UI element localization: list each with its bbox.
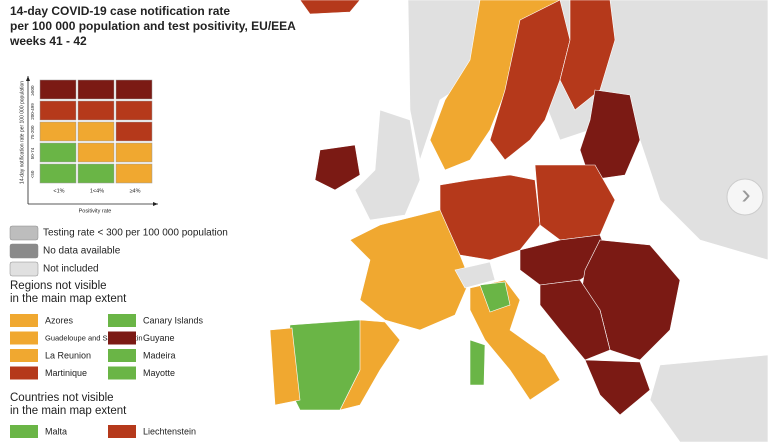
arrow-head-y xyxy=(26,76,30,81)
switzerland xyxy=(454,261,496,289)
region-swatch xyxy=(108,314,136,327)
north-italy xyxy=(479,281,511,313)
region-swatch xyxy=(10,366,38,380)
region-label: Martinique xyxy=(45,368,87,378)
matrix-cell xyxy=(115,142,153,163)
title-line: per 100 000 population and test positivi… xyxy=(10,19,296,33)
next-button-bg[interactable] xyxy=(726,178,764,216)
region-label: La Reunion xyxy=(45,350,91,360)
region-label: Mayotte xyxy=(143,368,175,378)
country-swatch xyxy=(108,425,136,438)
iceland xyxy=(299,0,361,15)
next-button[interactable]: › xyxy=(726,178,764,216)
region-swatch xyxy=(108,366,136,380)
legend: Testing rate < 300 per 100 000 populatio… xyxy=(9,225,228,438)
legend-swatch xyxy=(9,261,39,277)
matrix-cell xyxy=(77,121,115,142)
matrix-col-label: <1% xyxy=(53,188,64,194)
matrix-cell xyxy=(39,142,77,163)
countries-heading: Countries not visible xyxy=(10,392,114,404)
matrix-col-label: 1<4% xyxy=(90,188,104,194)
region-swatch xyxy=(108,349,136,362)
matrix-row-label: 75-200 xyxy=(30,125,35,140)
uk xyxy=(354,109,421,221)
matrix-row-label: <50 xyxy=(30,170,35,178)
matrix-cell xyxy=(77,163,115,184)
next-icon[interactable]: › xyxy=(741,178,750,209)
legend-swatch xyxy=(9,225,39,241)
matrix-x-label: Positivity rate xyxy=(79,208,112,214)
country-swatch xyxy=(10,425,38,438)
matrix-cell xyxy=(39,163,77,184)
legend-label: No data available xyxy=(43,246,121,257)
baltics xyxy=(579,89,641,181)
region-label: Guadeloupe and Saint Martin xyxy=(45,333,143,342)
matrix-row-label: ≥500 xyxy=(30,85,35,95)
matrix-cell xyxy=(39,79,77,100)
map xyxy=(269,0,768,442)
turkey xyxy=(649,354,768,442)
countries-heading: in the main map extent xyxy=(10,405,127,417)
country-label: Malta xyxy=(45,426,67,436)
region-label: Madeira xyxy=(143,350,176,360)
region-swatch xyxy=(10,314,38,327)
legend-label: Testing rate < 300 per 100 000 populatio… xyxy=(43,228,228,239)
legend-swatch xyxy=(9,243,39,259)
title-line: 14-day COVID-19 case notification rate xyxy=(10,4,230,18)
regions-heading: Regions not visible xyxy=(10,280,107,292)
finland xyxy=(559,0,616,111)
france xyxy=(349,209,471,331)
legend-label: Not included xyxy=(43,264,99,275)
region-label: Canary Islands xyxy=(143,315,204,325)
matrix-cell xyxy=(115,121,153,142)
matrix-cell xyxy=(115,79,153,100)
regions-heading: in the main map extent xyxy=(10,293,127,305)
spain-east xyxy=(339,319,401,411)
balkans xyxy=(539,279,611,361)
matrix-col-label: ≥4% xyxy=(130,188,141,194)
title-line: weeks 41 - 42 xyxy=(9,34,87,48)
ireland xyxy=(314,144,361,191)
matrix: 14-day notification rate per 100 000 pop… xyxy=(19,76,158,214)
matrix-cell xyxy=(115,163,153,184)
arrow-head-x xyxy=(153,202,158,206)
matrix-cell xyxy=(39,100,77,121)
region-label: Azores xyxy=(45,315,74,325)
region-swatch xyxy=(10,331,38,345)
portugal xyxy=(269,327,301,406)
region-swatch xyxy=(108,331,136,345)
matrix-cell xyxy=(115,100,153,121)
matrix-cell xyxy=(39,121,77,142)
greece xyxy=(584,359,651,416)
sweden xyxy=(489,0,571,161)
matrix-row-label: 50-74 xyxy=(30,147,35,159)
matrix-y-label: 14-day notification rate per 100 000 pop… xyxy=(19,81,25,184)
matrix-cell xyxy=(77,79,115,100)
title: 14-day COVID-19 case notification ratepe… xyxy=(9,4,296,48)
region-swatch xyxy=(10,349,38,362)
sardinia xyxy=(469,339,486,386)
matrix-cell xyxy=(77,100,115,121)
country-label: Liechtenstein xyxy=(143,426,196,436)
matrix-cell xyxy=(77,142,115,163)
region-label: Guyane xyxy=(143,333,175,343)
matrix-row-label: 200-499 xyxy=(30,103,35,120)
